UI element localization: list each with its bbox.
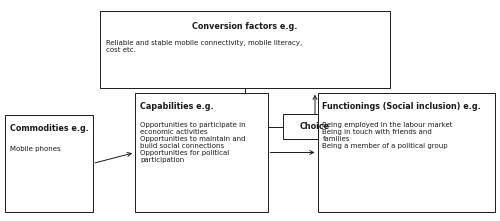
FancyBboxPatch shape bbox=[282, 114, 348, 139]
Text: Capabilities e.g.: Capabilities e.g. bbox=[140, 102, 214, 111]
FancyBboxPatch shape bbox=[318, 93, 495, 212]
FancyBboxPatch shape bbox=[5, 115, 92, 212]
Text: Conversion factors e.g.: Conversion factors e.g. bbox=[192, 22, 298, 31]
Text: Choice: Choice bbox=[300, 122, 330, 131]
Text: Opportunities to participate in
economic activities
Opportunities to maintain an: Opportunities to participate in economic… bbox=[140, 122, 246, 163]
FancyBboxPatch shape bbox=[100, 11, 390, 88]
Text: Functionings (Social inclusion) e.g.: Functionings (Social inclusion) e.g. bbox=[322, 102, 481, 111]
Text: Commodities e.g.: Commodities e.g. bbox=[10, 124, 89, 133]
Text: Reliable and stable mobile connectivity, mobile literacy,
cost etc.: Reliable and stable mobile connectivity,… bbox=[106, 40, 302, 53]
Text: Mobile phones: Mobile phones bbox=[10, 146, 60, 152]
FancyBboxPatch shape bbox=[135, 93, 268, 212]
Text: Being employed in the labour market
Being in touch with friends and
families
Bei: Being employed in the labour market Bein… bbox=[322, 122, 453, 149]
